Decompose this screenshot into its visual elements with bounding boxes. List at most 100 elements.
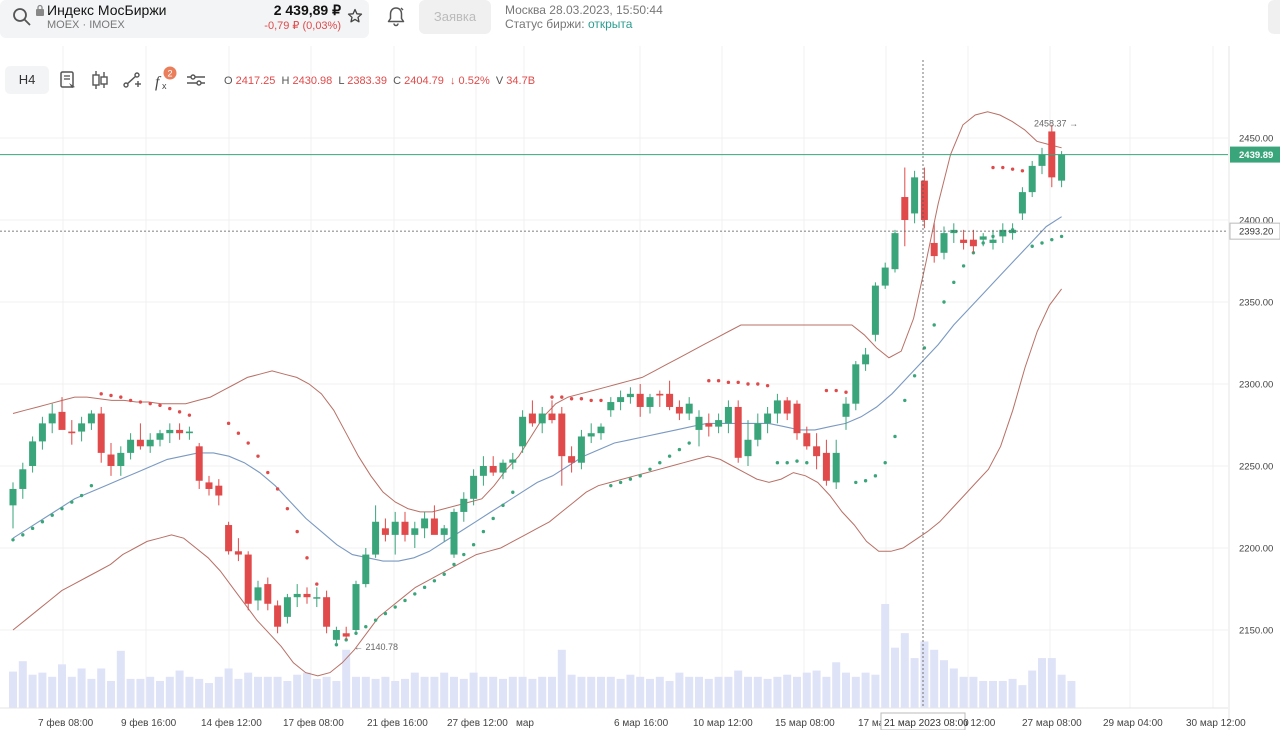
sar-dot-green <box>393 605 397 609</box>
sar-dot-red <box>246 441 250 445</box>
sar-dot-red <box>99 392 103 396</box>
chart-options-sliders-icon[interactable] <box>184 68 208 92</box>
sar-dot-green <box>442 572 446 576</box>
candle-up <box>773 400 781 414</box>
favorite-star-icon[interactable] <box>347 8 363 24</box>
candle-up <box>450 511 458 555</box>
volume-bar <box>557 649 566 708</box>
candle-down <box>401 521 409 535</box>
volume-bar <box>734 670 743 708</box>
y-tick-label: 2300.00 <box>1239 380 1273 391</box>
sar-dot-red <box>569 397 574 401</box>
candle-up <box>1058 154 1066 181</box>
chart-settings-icon[interactable] <box>56 68 80 92</box>
volume-bar <box>234 678 243 708</box>
sar-dot-green <box>628 477 633 481</box>
candle-down <box>666 393 674 407</box>
price-chart[interactable]: 2458.37 → ← 2140.78 2450.00 2400.00 2350.00 2… <box>0 46 1280 730</box>
sar-dot-red <box>266 470 270 475</box>
volume-bar <box>28 674 37 708</box>
candle-down <box>215 485 223 496</box>
candle-up <box>499 462 507 473</box>
candle-up <box>587 433 595 437</box>
timeframe-button[interactable]: H4 <box>5 66 49 94</box>
volume-bar <box>244 672 253 708</box>
volume-bar <box>900 633 909 708</box>
alert-bell-icon[interactable] <box>386 6 406 28</box>
sar-dot-green <box>873 474 878 478</box>
candlestick-type-icon[interactable] <box>88 68 112 92</box>
candle-up <box>832 452 840 483</box>
sar-dot-green <box>785 461 789 465</box>
x-tick-label: 30 мар 12:00 <box>1186 718 1246 729</box>
sar-dot-green <box>60 506 64 511</box>
candle-up <box>509 459 517 463</box>
volume-bar <box>273 676 282 708</box>
volume-bar <box>636 676 645 708</box>
candle-down <box>675 406 683 414</box>
candle-up <box>538 413 546 424</box>
volume-bar <box>616 678 625 708</box>
candle-down <box>813 446 821 457</box>
ohlc-low: 2383.39 <box>347 75 387 87</box>
volume-bar <box>479 676 488 708</box>
exchange-time: Москва 28.03.2023, 15:50:44 <box>505 3 663 17</box>
volume-bar <box>214 676 223 708</box>
sar-dot-green <box>364 625 368 629</box>
volume-bar <box>205 683 213 708</box>
sar-dot-red <box>736 380 740 385</box>
x-tick-label: 15 мар 08:00 <box>775 718 835 729</box>
candle-down <box>568 456 576 463</box>
x-tick-label: 27 фев 12:00 <box>447 717 508 729</box>
ticker-selector[interactable]: Индекс МосБиржи MOEX · IMOEX 2 439,89 ₽ … <box>0 0 369 38</box>
candle-up <box>764 413 772 424</box>
candle-down <box>225 525 233 552</box>
sar-dot-green <box>30 526 35 531</box>
volume-bar <box>891 647 899 708</box>
indicators-fx-icon[interactable]: f x <box>152 68 176 92</box>
sar-dot-red <box>991 165 995 170</box>
volume-bar <box>822 676 831 708</box>
panel-toggle-button[interactable] <box>1268 0 1280 34</box>
volume-bar <box>1067 680 1076 708</box>
order-button[interactable]: Заявка <box>419 0 491 34</box>
y-tick-label: 2150.00 <box>1239 626 1273 637</box>
sar-dot-green <box>863 479 868 483</box>
ohlc-volume: 34.7B <box>506 75 536 87</box>
sar-dot-green <box>952 280 956 285</box>
candle-up <box>754 423 762 440</box>
sar-dot-red <box>187 413 192 417</box>
volume-bar <box>136 678 145 708</box>
volume-bar <box>812 670 821 708</box>
sar-dot-green <box>1050 237 1054 242</box>
volume-bar <box>293 674 302 708</box>
candle-down <box>960 239 968 243</box>
volume-bar <box>97 668 106 708</box>
sar-dot-red <box>275 487 280 491</box>
search-icon[interactable] <box>12 7 32 27</box>
x-tick-label: 17 фев 08:00 <box>283 717 344 729</box>
sar-dot-green <box>11 538 15 542</box>
ticker-change: -0,79 ₽ (0,03%) <box>264 20 341 32</box>
candle-down <box>264 584 272 604</box>
sar-dot-red <box>707 379 711 383</box>
x-tick-label: 7 фев 08:00 <box>38 717 94 729</box>
volume-bar <box>675 672 684 708</box>
volume-bar <box>842 672 850 708</box>
volume-bar <box>1028 670 1037 708</box>
candle-up <box>1028 165 1036 193</box>
candle-down <box>68 431 76 434</box>
sar-dot-green <box>883 461 887 465</box>
svg-text:2: 2 <box>167 69 172 79</box>
sar-dot-green <box>89 483 94 488</box>
volume-bar <box>861 672 870 708</box>
sar-dot-red <box>285 506 290 511</box>
sar-dot-green <box>667 454 672 458</box>
drawing-tools-icon[interactable] <box>120 68 144 92</box>
last-price-badge <box>1230 146 1280 163</box>
svg-text:x: x <box>162 81 167 91</box>
volume-bar <box>224 668 233 708</box>
volume-bar <box>67 676 76 708</box>
candle-down <box>136 439 144 447</box>
x-tick-label: мар <box>516 718 534 729</box>
